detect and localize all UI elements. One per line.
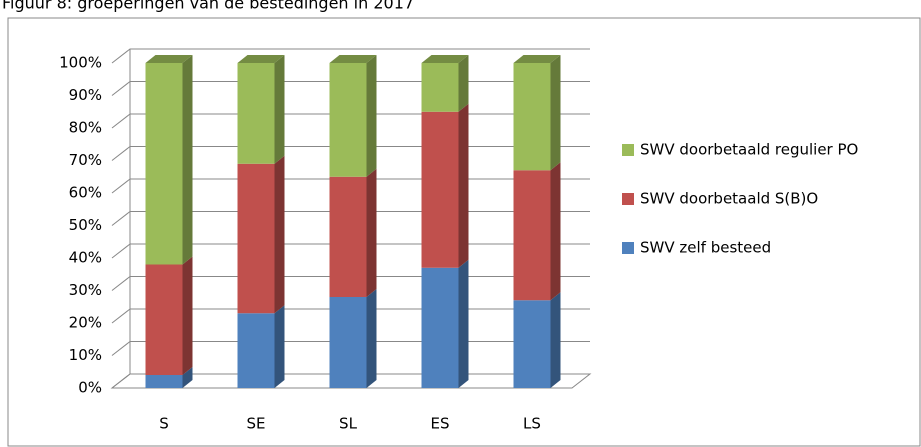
- y-tick-label: 100%: [59, 54, 102, 72]
- bar-face: [274, 155, 285, 314]
- bar-face: [366, 168, 377, 297]
- bar-face: [513, 170, 551, 301]
- bar-segment: [145, 367, 193, 388]
- bar-face: [237, 313, 275, 388]
- bar-segment: [513, 292, 561, 388]
- bar-face: [145, 55, 193, 63]
- bar-segment: [145, 55, 193, 265]
- legend-swatch: [622, 193, 634, 205]
- bar-face: [329, 297, 367, 388]
- bar-face: [421, 55, 469, 63]
- y-tick-label: 70%: [69, 151, 102, 169]
- bar-face: [237, 63, 275, 164]
- bar-face: [421, 111, 459, 268]
- bar-face: [145, 264, 183, 375]
- bar-face: [458, 259, 469, 388]
- y-tick-label: 20%: [69, 314, 102, 332]
- bar-segment: [421, 55, 469, 112]
- bar-face: [182, 367, 193, 388]
- bar-face: [421, 267, 459, 388]
- bar-segment: [329, 55, 377, 177]
- bar-segment: [421, 259, 469, 388]
- bar-face: [421, 63, 459, 112]
- bar-face: [274, 55, 285, 164]
- bar-face: [182, 55, 193, 265]
- y-tick-label: 0%: [78, 379, 102, 397]
- bar-segment: [237, 305, 285, 388]
- chart-title: Figuur 8: groeperingen van de bestedinge…: [2, 0, 414, 13]
- bar-segment: [145, 256, 193, 375]
- legend-swatch: [622, 242, 634, 254]
- bar-face: [550, 292, 561, 388]
- bar-segment: [513, 162, 561, 301]
- x-tick-label: LS: [523, 415, 541, 433]
- bar-face: [182, 256, 193, 375]
- bar-face: [513, 55, 561, 63]
- bar-face: [329, 176, 367, 297]
- bar-face: [329, 55, 377, 63]
- x-tick-label: SL: [339, 415, 358, 433]
- bar-face: [145, 63, 183, 265]
- bar-face: [513, 63, 551, 171]
- bar-face: [366, 55, 377, 177]
- y-tick-label: 30%: [69, 281, 102, 299]
- legend-swatch: [622, 144, 634, 156]
- bar-face: [458, 103, 469, 268]
- bar-face: [274, 305, 285, 388]
- bar-segment: [329, 168, 377, 297]
- x-tick-label: S: [159, 415, 169, 433]
- bar-segment: [513, 55, 561, 171]
- x-tick-label: SE: [247, 415, 266, 433]
- legend-label: SWV doorbetaald regulier PO: [640, 141, 858, 159]
- legend-label: SWV zelf besteed: [640, 239, 771, 257]
- bar-face: [329, 63, 367, 177]
- y-tick-label: 40%: [69, 249, 102, 267]
- legend-label: SWV doorbetaald S(B)O: [640, 190, 818, 208]
- x-tick-label: ES: [431, 415, 450, 433]
- bar-face: [550, 55, 561, 171]
- bar-segment: [237, 55, 285, 164]
- bar-face: [513, 300, 551, 388]
- y-tick-label: 90%: [69, 86, 102, 104]
- y-tick-label: 10%: [69, 346, 102, 364]
- y-tick-label: 80%: [69, 119, 102, 137]
- bar-face: [550, 162, 561, 301]
- grid-line: [111, 48, 590, 64]
- bar-segment: [237, 155, 285, 314]
- bar-segment: [421, 103, 469, 268]
- y-tick-label: 60%: [69, 184, 102, 202]
- bar-face: [237, 55, 285, 63]
- bar-face: [366, 289, 377, 388]
- y-tick-label: 50%: [69, 216, 102, 234]
- bar-face: [237, 163, 275, 314]
- bar-face: [458, 55, 469, 112]
- bar-face: [145, 375, 183, 388]
- bar-segment: [329, 289, 377, 388]
